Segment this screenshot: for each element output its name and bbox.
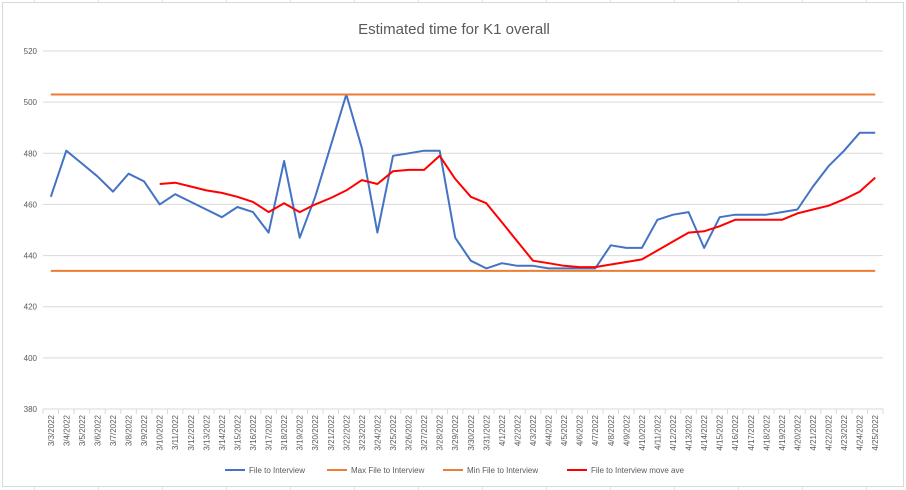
legend-label-file-to-interview-move-ave: File to Interview move ave xyxy=(591,466,684,475)
x-tick-label: 3/23/2022 xyxy=(358,414,367,450)
x-axis-tick-labels: 3/3/2022 3/4/2022 3/5/2022 3/6/2022 3/7/2022… xyxy=(47,414,880,450)
y-tick-label: 480 xyxy=(24,149,38,158)
y-tick-label: 460 xyxy=(24,200,38,209)
x-tick-label: 3/26/2022 xyxy=(405,414,414,450)
x-tick-label: 4/18/2022 xyxy=(762,414,771,450)
x-tick-label: 3/11/2022 xyxy=(171,414,180,450)
x-tick-label: 4/20/2022 xyxy=(793,414,802,450)
x-tick-label: 3/28/2022 xyxy=(436,414,445,450)
x-tick-label: 4/7/2022 xyxy=(591,414,600,446)
x-tick-label: 4/23/2022 xyxy=(840,414,849,450)
series-line-file-to-interview-move-ave xyxy=(159,154,876,269)
gridlines xyxy=(42,50,884,414)
line-chart: Estimated time for K1 overall 380 400 420 4… xyxy=(24,21,884,475)
x-tick-label: 4/11/2022 xyxy=(653,414,662,450)
x-tick-label: 3/14/2022 xyxy=(218,414,227,450)
x-tick-label: 3/7/2022 xyxy=(109,414,118,446)
x-tick-label: 3/30/2022 xyxy=(467,414,476,450)
x-tick-label: 3/17/2022 xyxy=(265,414,274,450)
legend: File to Interview Max File to Interview Mi… xyxy=(225,466,684,475)
x-tick-label: 3/6/2022 xyxy=(93,414,102,446)
x-tick-label: 3/4/2022 xyxy=(62,414,71,446)
y-tick-label: 380 xyxy=(24,405,38,414)
x-tick-label: 3/5/2022 xyxy=(78,414,87,446)
x-tick-label: 4/5/2022 xyxy=(560,414,569,446)
x-tick-label: 4/10/2022 xyxy=(638,414,647,450)
x-tick-label: 4/6/2022 xyxy=(576,414,585,446)
x-tick-label: 4/1/2022 xyxy=(498,414,507,446)
x-tick-label: 3/16/2022 xyxy=(249,414,258,450)
x-tick-label: 3/21/2022 xyxy=(327,414,336,450)
x-tick-label: 3/19/2022 xyxy=(296,414,305,450)
x-tick-label: 3/12/2022 xyxy=(187,414,196,450)
x-tick-label: 3/3/2022 xyxy=(47,414,56,446)
x-tick-label: 3/29/2022 xyxy=(451,414,460,450)
x-tick-label: 3/25/2022 xyxy=(389,414,398,450)
series-lines xyxy=(49,93,876,272)
x-tick-label: 3/9/2022 xyxy=(140,414,149,446)
x-tick-label: 3/20/2022 xyxy=(311,414,320,450)
y-tick-label: 520 xyxy=(24,47,38,56)
x-tick-label: 4/8/2022 xyxy=(607,414,616,446)
x-tick-label: 4/25/2022 xyxy=(871,414,880,450)
x-tick-label: 3/10/2022 xyxy=(156,414,165,450)
series-line-file-to-interview xyxy=(49,93,876,270)
legend-label-min-file-to-interview: Min File to Interview xyxy=(467,466,538,475)
y-tick-label: 440 xyxy=(24,252,38,261)
x-tick-label: 4/13/2022 xyxy=(685,414,694,450)
x-tick-label: 4/15/2022 xyxy=(716,414,725,450)
x-tick-label: 3/15/2022 xyxy=(233,414,242,450)
x-tick-label: 4/9/2022 xyxy=(622,414,631,446)
y-tick-label: 420 xyxy=(24,303,38,312)
x-tick-label: 4/4/2022 xyxy=(545,414,554,446)
x-tick-label: 3/24/2022 xyxy=(373,414,382,450)
x-tick-label: 4/19/2022 xyxy=(778,414,787,450)
x-tick-label: 3/8/2022 xyxy=(125,414,134,446)
x-tick-label: 4/3/2022 xyxy=(529,414,538,446)
legend-label-file-to-interview: File to Interview xyxy=(249,466,305,475)
y-tick-label: 400 xyxy=(24,354,38,363)
x-tick-label: 4/12/2022 xyxy=(669,414,678,450)
x-tick-label: 4/2/2022 xyxy=(513,414,522,446)
chart-title: Estimated time for K1 overall xyxy=(358,21,550,38)
x-tick-label: 3/18/2022 xyxy=(280,414,289,450)
y-tick-label: 500 xyxy=(24,98,38,107)
legend-label-max-file-to-interview: Max File to Interview xyxy=(351,466,425,475)
y-axis-tick-labels: 380 400 420 440 460 480 500 520 xyxy=(24,47,38,414)
x-tick-label: 3/13/2022 xyxy=(202,414,211,450)
x-tick-label: 4/17/2022 xyxy=(747,414,756,450)
x-tick-label: 3/31/2022 xyxy=(482,414,491,450)
x-tick-label: 4/21/2022 xyxy=(809,414,818,450)
x-tick-label: 3/27/2022 xyxy=(420,414,429,450)
x-tick-label: 4/14/2022 xyxy=(700,414,709,450)
x-tick-label: 4/24/2022 xyxy=(856,414,865,450)
x-tick-label: 4/22/2022 xyxy=(825,414,834,450)
x-tick-label: 3/22/2022 xyxy=(342,414,351,450)
x-tick-label: 4/16/2022 xyxy=(731,414,740,450)
